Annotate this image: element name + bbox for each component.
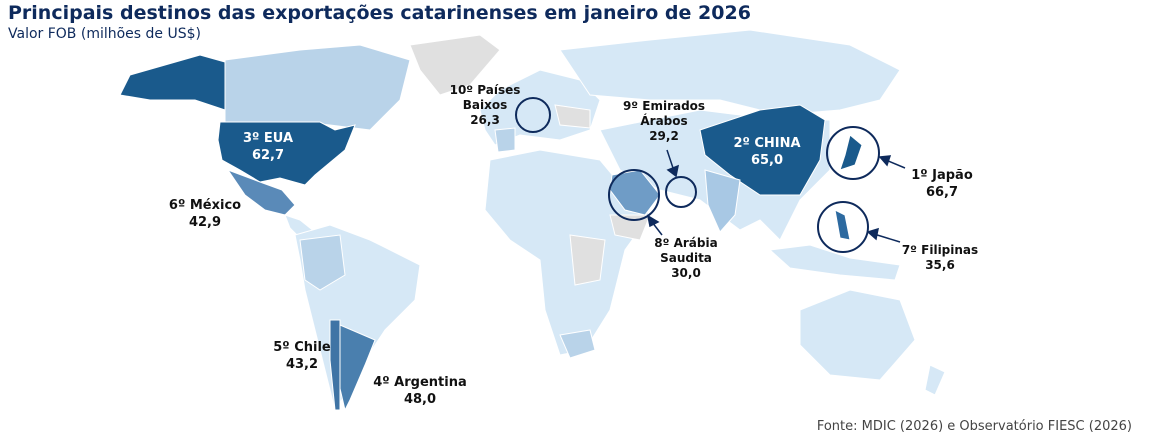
value: 30,0 bbox=[671, 266, 701, 280]
country-label: 4º Argentina 48,0 bbox=[360, 374, 480, 408]
source: Fonte: MDIC (2026) e Observatório FIESC … bbox=[816, 419, 1132, 434]
value: 43,2 bbox=[285, 357, 319, 372]
rank: 2º bbox=[733, 136, 750, 151]
country-label: 9º Emirados Árabos 29,2 bbox=[614, 99, 714, 144]
subtitle: Valor FOB (milhões de US$) bbox=[8, 26, 201, 42]
title: Principais destinos das exportações cata… bbox=[8, 2, 751, 24]
value: 26,3 bbox=[470, 113, 500, 127]
rank: 3º bbox=[242, 131, 260, 146]
country-label: 3º EUA 62,7 bbox=[228, 130, 308, 164]
country-name: EUA bbox=[263, 131, 294, 146]
rank: 10º bbox=[449, 83, 474, 97]
country-label: 8º Arábia Saudita 30,0 bbox=[651, 236, 721, 281]
country-label: 6º México 42,9 bbox=[155, 197, 255, 231]
value: 65,0 bbox=[750, 153, 784, 168]
country-label: 5º Chile 43,2 bbox=[262, 339, 342, 373]
value: 66,7 bbox=[925, 185, 959, 200]
country-label: 2º CHINA 65,0 bbox=[727, 135, 807, 169]
value: 62,7 bbox=[251, 148, 285, 163]
country-name: Japão bbox=[932, 168, 973, 183]
country-name: Emirados Árabos bbox=[640, 99, 706, 128]
value: 29,2 bbox=[649, 129, 679, 143]
country-name: Argentina bbox=[394, 375, 467, 390]
rank: 5º bbox=[273, 340, 290, 355]
country-label: 1º Japão 66,7 bbox=[902, 167, 982, 201]
country-label: 10º Países Baixos 26,3 bbox=[445, 83, 525, 128]
country-name: CHINA bbox=[754, 136, 801, 151]
countries bbox=[119, 29, 946, 412]
rank: 6º bbox=[168, 198, 186, 213]
rank: 4º bbox=[373, 375, 390, 390]
value: 35,6 bbox=[925, 258, 955, 272]
country-name: Chile bbox=[294, 340, 331, 355]
rank: 8º bbox=[654, 236, 670, 250]
arrows bbox=[646, 149, 906, 243]
value: 48,0 bbox=[403, 392, 437, 407]
country-name: Arábia Saudita bbox=[660, 236, 718, 265]
highlight-circles bbox=[515, 97, 880, 253]
country-label: 7º Filipinas 35,6 bbox=[890, 243, 990, 273]
value: 42,9 bbox=[188, 215, 222, 230]
country-name: Filipinas bbox=[921, 243, 979, 257]
rank: 1º bbox=[911, 168, 928, 183]
country-name: México bbox=[189, 198, 242, 213]
rank: 7º bbox=[901, 243, 917, 257]
country-name: Países Baixos bbox=[462, 83, 521, 112]
rank: 9º bbox=[622, 99, 639, 113]
